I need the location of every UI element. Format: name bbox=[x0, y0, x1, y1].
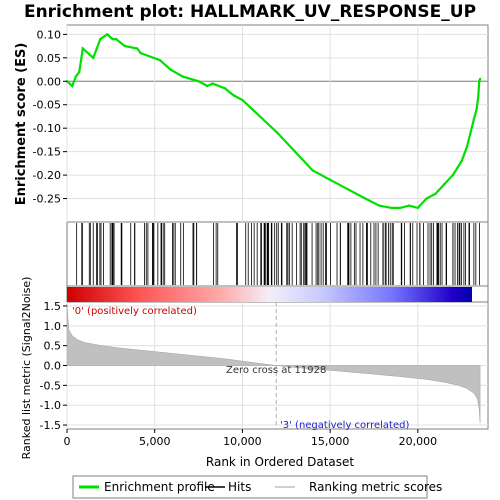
es-point bbox=[102, 35, 106, 38]
metric-y-tick-label: 1.0 bbox=[44, 320, 62, 333]
es-point bbox=[276, 131, 279, 135]
es-y-tick-label: -0.05 bbox=[33, 99, 61, 112]
x-tick-label: 15,000 bbox=[311, 435, 350, 448]
es-y-tick-label: -0.20 bbox=[33, 169, 61, 182]
chart-title: Enrichment plot: HALLMARK_UV_RESPONSE_UP bbox=[24, 2, 476, 22]
metric-y-tick-label: -0.5 bbox=[40, 379, 61, 392]
es-point bbox=[95, 47, 99, 50]
x-tick-label: 20,000 bbox=[399, 435, 438, 448]
es-point bbox=[311, 169, 314, 172]
es-y-tick-label: 0.10 bbox=[37, 28, 62, 41]
es-point bbox=[407, 204, 411, 207]
enrichment-profile-line bbox=[65, 33, 482, 210]
es-point bbox=[135, 47, 139, 50]
es-point bbox=[434, 192, 437, 196]
es-point bbox=[181, 75, 184, 78]
es-point bbox=[478, 77, 482, 81]
es-point bbox=[206, 84, 209, 88]
es-point bbox=[241, 98, 244, 102]
es-y-tick-label: 0.05 bbox=[37, 52, 62, 65]
metric-y-tick-label: 0.5 bbox=[44, 340, 62, 353]
es-point bbox=[390, 206, 393, 210]
es-y-tick-label: -0.25 bbox=[33, 193, 61, 206]
es-point bbox=[346, 187, 349, 191]
es-point bbox=[197, 80, 200, 83]
ranking-metric-area bbox=[66, 303, 481, 424]
es-point bbox=[478, 80, 481, 83]
es-point bbox=[378, 204, 381, 207]
axis-ticks: 0.100.050.00-0.05-0.10-0.15-0.20-0.251.5… bbox=[33, 28, 438, 448]
metric-y-tick-label: -1.5 bbox=[40, 419, 61, 432]
es-point bbox=[169, 68, 172, 71]
ranking-metric-fill bbox=[66, 303, 481, 424]
es-point bbox=[158, 58, 162, 62]
x-axis-label: Rank in Ordered Dataset bbox=[206, 455, 354, 469]
es-y-tick-label: -0.15 bbox=[33, 146, 61, 159]
es-point bbox=[74, 75, 77, 78]
metric-y-tick-label: -1.0 bbox=[40, 399, 61, 412]
es-point bbox=[328, 178, 332, 181]
es-point bbox=[232, 94, 235, 97]
hit-markers bbox=[76, 223, 480, 285]
es-y-tick-label: -0.10 bbox=[33, 122, 61, 135]
es-point bbox=[451, 173, 455, 177]
legend-es-label: Enrichment profile bbox=[104, 480, 215, 494]
x-tick-label: 10,000 bbox=[223, 435, 262, 448]
legend-metric-label: Ranking metric scores bbox=[309, 480, 442, 494]
es-y-axis-label: Enrichment score (ES) bbox=[14, 43, 29, 206]
es-point bbox=[416, 206, 420, 210]
es-point bbox=[465, 145, 469, 149]
hits-panel bbox=[66, 221, 489, 287]
metric-y-tick-label: 1.5 bbox=[44, 300, 62, 313]
legend-hits-label: Hits bbox=[228, 480, 251, 494]
es-point bbox=[106, 33, 109, 36]
zero-cross-label: Zero cross at 11928 bbox=[226, 365, 326, 376]
es-point bbox=[475, 108, 478, 111]
es-point bbox=[460, 159, 463, 163]
es-point bbox=[139, 51, 142, 55]
legend-box bbox=[72, 475, 428, 499]
es-point bbox=[78, 70, 81, 74]
es-panel bbox=[66, 24, 489, 223]
metric-y-tick-label: 0.0 bbox=[44, 360, 62, 373]
es-point bbox=[99, 37, 102, 41]
legend: Enrichment profile Hits Ranking metric s… bbox=[72, 475, 442, 499]
es-point bbox=[399, 206, 402, 210]
metric-y-axis-label: Ranked list metric (Signal2Noise) bbox=[20, 277, 33, 460]
positive-correlation-label: '0' (positively correlated) bbox=[72, 306, 197, 317]
es-point bbox=[223, 87, 227, 90]
es-point bbox=[114, 37, 118, 41]
es-point bbox=[92, 56, 95, 60]
es-point bbox=[364, 197, 367, 200]
es-point bbox=[211, 82, 214, 85]
ranking-heatmap-bar bbox=[67, 287, 472, 302]
x-tick-label: 0 bbox=[64, 435, 71, 448]
negative-correlation-label: '3' (negatively correlated) bbox=[280, 420, 409, 431]
es-y-tick-label: 0.00 bbox=[37, 75, 62, 88]
es-point bbox=[442, 183, 446, 186]
es-point bbox=[477, 94, 480, 97]
es-point bbox=[472, 117, 476, 121]
es-point bbox=[71, 84, 74, 88]
es-point bbox=[425, 197, 428, 200]
x-tick-label: 5,000 bbox=[139, 435, 171, 448]
es-point bbox=[111, 37, 114, 41]
es-point bbox=[81, 47, 84, 50]
es-point bbox=[469, 131, 472, 135]
es-point bbox=[293, 150, 297, 153]
es-point bbox=[123, 44, 127, 48]
